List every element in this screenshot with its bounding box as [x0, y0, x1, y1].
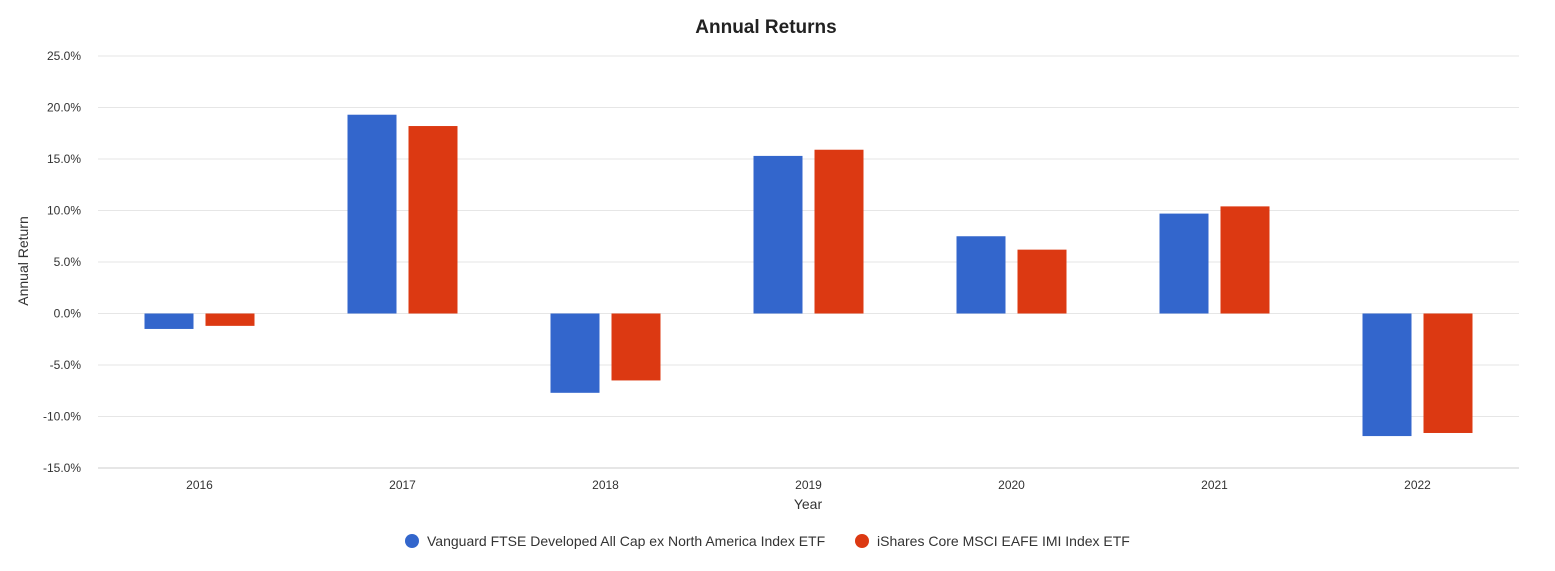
x-tick-label: 2021	[1201, 478, 1228, 492]
y-axis-title: Annual Return	[15, 216, 31, 306]
bar-2020-series-2[interactable]	[1017, 249, 1067, 314]
legend-swatch-series-1	[405, 534, 419, 548]
y-tick-label: -10.0%	[43, 410, 81, 424]
legend-label-series-2[interactable]: iShares Core MSCI EAFE IMI Index ETF	[877, 533, 1130, 549]
y-tick-label: 10.0%	[47, 204, 81, 218]
y-tick-label: 25.0%	[47, 49, 81, 63]
bar-2020-series-1[interactable]	[956, 236, 1006, 314]
bar-2016-series-2[interactable]	[205, 313, 255, 326]
x-tick-label: 2019	[795, 478, 822, 492]
y-tick-label: 0.0%	[54, 307, 82, 321]
bar-2019-series-2[interactable]	[814, 149, 864, 314]
chart-title: Annual Returns	[695, 17, 836, 38]
legend-label-series-1[interactable]: Vanguard FTSE Developed All Cap ex North…	[427, 533, 825, 549]
bar-2021-series-2[interactable]	[1220, 206, 1270, 314]
y-axis-ticks: 25.0% 20.0% 15.0% 10.0% 5.0% 0.0% -5.0% -10.0% -…	[43, 49, 81, 475]
bar-2017-series-1[interactable]	[347, 114, 397, 314]
legend-swatch-series-2	[855, 534, 869, 548]
y-tick-label: 20.0%	[47, 101, 81, 115]
x-axis-ticks: 2016 2017 2018 2019 2020 2021 2022	[186, 478, 1431, 492]
bar-2018-series-2[interactable]	[611, 313, 661, 381]
x-tick-label: 2022	[1404, 478, 1431, 492]
bar-2017-series-2[interactable]	[408, 126, 458, 314]
y-tick-label: -15.0%	[43, 461, 81, 475]
x-tick-label: 2016	[186, 478, 213, 492]
x-tick-label: 2020	[998, 478, 1025, 492]
gridlines	[98, 55, 1519, 469]
bar-2022-series-1[interactable]	[1362, 313, 1412, 437]
x-axis-title: Year	[794, 496, 823, 512]
bar-2019-series-1[interactable]	[753, 155, 803, 314]
x-tick-label: 2018	[592, 478, 619, 492]
y-tick-label: 15.0%	[47, 152, 81, 166]
y-tick-label: 5.0%	[54, 255, 82, 269]
bars	[144, 114, 1473, 437]
y-tick-label: -5.0%	[50, 358, 82, 372]
x-tick-label: 2017	[389, 478, 416, 492]
bar-2022-series-2[interactable]	[1423, 313, 1473, 433]
bar-2016-series-1[interactable]	[144, 313, 194, 329]
legend: Vanguard FTSE Developed All Cap ex North…	[405, 533, 1130, 549]
bar-2018-series-1[interactable]	[550, 313, 600, 393]
bar-2021-series-1[interactable]	[1159, 213, 1209, 314]
